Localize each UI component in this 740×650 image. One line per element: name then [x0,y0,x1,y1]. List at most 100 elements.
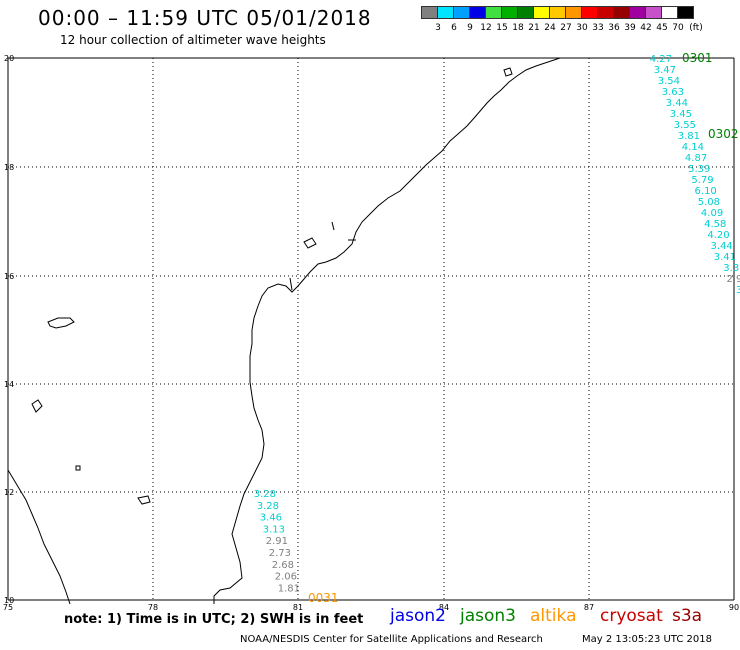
swh-value: 4.58 [704,219,726,230]
swh-value: 3.63 [662,87,684,98]
satellite-jason3: jason3 [460,606,516,626]
color-legend: 3 6 9 12 15 18 21 24 27 30 33 36 39 42 45 70 (ft) [421,6,703,33]
swh-value: 4.09 [701,208,723,219]
x-tick-label: 84 [439,603,449,612]
page-title: 00:00 – 11:59 UTC 05/01/2018 [38,6,372,30]
swh-value: 2.06 [275,572,297,583]
swh-value: 3.55 [674,120,696,131]
legend-label: 27 [560,23,572,33]
satellite-s3a: s3a [672,606,703,626]
page-subtitle: 12 hour collection of altimeter wave hei… [60,33,326,47]
legend-label: 39 [624,23,636,33]
note-text: note: 1) Time is in UTC; 2) SWH is in fe… [64,612,364,627]
swh-value: 3.41 [714,252,736,263]
swh-value: 3.13 [263,524,285,535]
legend-swatch [597,6,614,19]
satellite-altika: altika [530,606,577,626]
legend-labels: 3 6 9 12 15 18 21 24 27 30 33 36 39 42 45 70 (ft) [422,23,740,35]
footer-timestamp: May 2 13:05:23 UTC 2018 [582,634,712,645]
track-id-label: 0301 [682,51,713,65]
legend-label: 33 [592,23,604,33]
legend-swatch [565,6,582,19]
island [47,317,75,329]
legend-label: 24 [544,23,556,33]
swh-value: 5.08 [698,197,720,208]
swh-value: 3. [736,285,740,296]
y-tick-label: 18 [4,163,14,172]
legend-swatch [549,6,566,19]
footer-credit: NOAA/NESDIS Center for Satellite Applica… [240,634,543,645]
legend-swatch [485,6,502,19]
swh-value: 3.44 [711,241,733,252]
legend-label: 42 [640,23,652,33]
legend-swatch [469,6,486,19]
legend-swatch [453,6,470,19]
swh-value: 3.28 [254,489,276,500]
legend-label: 36 [608,23,620,33]
swh-value: 3.46 [260,513,282,524]
legend-swatch [661,6,678,19]
swh-value: 4.20 [707,230,729,241]
swh-value: 5.79 [691,175,713,186]
y-tick-label: 10 [4,596,14,605]
axis-labels: 75 78 81 84 87 90 20 18 16 14 12 10 [3,54,739,612]
legend-label: 12 [480,23,492,33]
swh-value: 3.81 [678,131,700,142]
island [289,277,293,291]
track-id-label: 0302 [708,127,739,141]
swh-value: 3.3 [723,263,739,274]
swh-value: 5.39 [688,164,710,175]
legend-label: 3 [435,23,441,33]
legend-label: 9 [467,23,473,33]
swh-value: 2.73 [269,548,291,559]
legend-swatch [437,6,454,19]
legend-swatch [517,6,534,19]
satellite-jason2: jason2 [390,606,446,626]
graticule [7,57,735,601]
legend-swatch [613,6,630,19]
legend-swatch [501,6,518,19]
swh-value: 3.28 [257,501,279,512]
legend-swatch [645,6,662,19]
x-tick-label: 90 [729,603,739,612]
legend-label: 30 [576,23,588,33]
coastline [7,57,561,605]
swh-value: 3.44 [666,98,688,109]
swh-value: 3.45 [670,109,692,120]
legend-swatch [677,6,694,19]
legend-swatch [581,6,598,19]
swh-value: 3.54 [658,76,680,87]
legend-label: 21 [528,23,540,33]
x-tick-label: 81 [293,603,303,612]
legend-label: (ft) [689,23,703,33]
satellite-cryosat: cryosat [600,606,663,626]
island [503,67,513,77]
track-id-label: 0031 [308,591,339,605]
legend-label: 45 [656,23,668,33]
island [137,495,151,505]
island [31,399,43,413]
island [303,237,317,249]
island [75,465,81,471]
y-tick-label: 14 [4,380,14,389]
island [331,221,335,231]
y-tick-label: 12 [4,488,14,497]
legend-swatch [533,6,550,19]
swh-value: 1.81 [278,583,300,594]
x-tick-label: 87 [584,603,594,612]
y-tick-label: 16 [4,272,14,281]
swh-value: 4.87 [685,153,707,164]
swh-value: 6.10 [695,186,717,197]
y-tick-label: 20 [4,54,14,63]
west-coastline [7,469,71,605]
x-tick-label: 78 [148,603,158,612]
legend-label: 6 [451,23,457,33]
india-coastline [213,57,561,604]
swh-value: 2.91 [266,536,288,547]
swh-value: 2.68 [272,560,294,571]
legend-swatch [629,6,646,19]
legend-label: 15 [496,23,508,33]
legend-color-bar [421,6,694,19]
